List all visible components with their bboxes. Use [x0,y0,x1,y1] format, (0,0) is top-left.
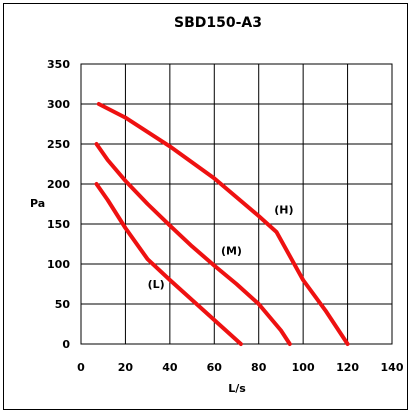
axes [80,63,393,345]
y-tick-label: 0 [62,338,70,351]
x-axis-label: L/s [228,382,246,395]
curves [94,102,350,346]
series-line [94,182,243,346]
y-tick-label: 300 [47,98,70,111]
x-tick-label: 40 [162,361,178,374]
x-tick-labels: 0 20 40 60 80 100 120 140 [77,361,404,374]
grid [80,63,393,345]
series-label: (M) [221,244,242,257]
y-tick-labels: 0 50 100 150 200 250 300 350 [47,58,70,351]
x-tick-label: 80 [251,361,267,374]
series-line [94,142,292,346]
x-tick-label: 20 [118,361,134,374]
y-tick-label: 50 [55,298,71,311]
series-line [96,102,350,346]
x-tick-label: 60 [207,361,223,374]
series-label: (L) [148,278,165,291]
y-tick-label: 200 [47,178,70,191]
chart-frame [3,3,408,410]
plot-border [80,63,393,345]
y-axis-label: Pa [30,197,45,210]
series-label: (H) [274,204,293,217]
x-tick-label: 100 [292,361,315,374]
y-tick-label: 350 [47,58,70,71]
x-tick-label: 0 [77,361,85,374]
y-tick-label: 250 [47,138,70,151]
y-tick-label: 150 [47,218,70,231]
chart-title: SBD150-A3 [174,15,262,31]
curve-labels: (H) (M) (L) [148,204,294,291]
y-tick-label: 100 [47,258,70,271]
x-tick-label: 120 [336,361,359,374]
x-tick-label: 140 [381,361,404,374]
